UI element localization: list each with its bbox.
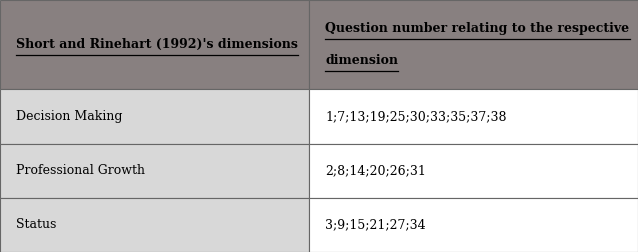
Text: Short and Rinehart (1992)'s dimensions: Short and Rinehart (1992)'s dimensions — [16, 38, 298, 51]
Text: Status: Status — [16, 218, 56, 231]
Text: Question number relating to the respective: Question number relating to the respecti… — [325, 22, 630, 35]
Bar — [309, 0, 638, 89]
Text: dimension: dimension — [325, 54, 398, 67]
Text: Professional Growth: Professional Growth — [16, 164, 145, 177]
Text: 1;7;13;19;25;30;33;35;37;38: 1;7;13;19;25;30;33;35;37;38 — [325, 110, 507, 123]
Text: Decision Making: Decision Making — [16, 110, 122, 123]
Bar — [0, 144, 309, 198]
Text: dimension: dimension — [325, 54, 398, 67]
Bar — [309, 144, 638, 198]
Text: Short and Rinehart (1992)'s dimensions: Short and Rinehart (1992)'s dimensions — [16, 38, 298, 51]
Bar — [0, 0, 309, 89]
Text: Question number relating to the respective: Question number relating to the respecti… — [325, 22, 630, 35]
Text: 2;8;14;20;26;31: 2;8;14;20;26;31 — [325, 164, 426, 177]
Bar — [309, 198, 638, 252]
Bar — [309, 89, 638, 144]
Text: 3;9;15;21;27;34: 3;9;15;21;27;34 — [325, 218, 426, 231]
Bar — [0, 89, 309, 144]
Bar — [0, 198, 309, 252]
